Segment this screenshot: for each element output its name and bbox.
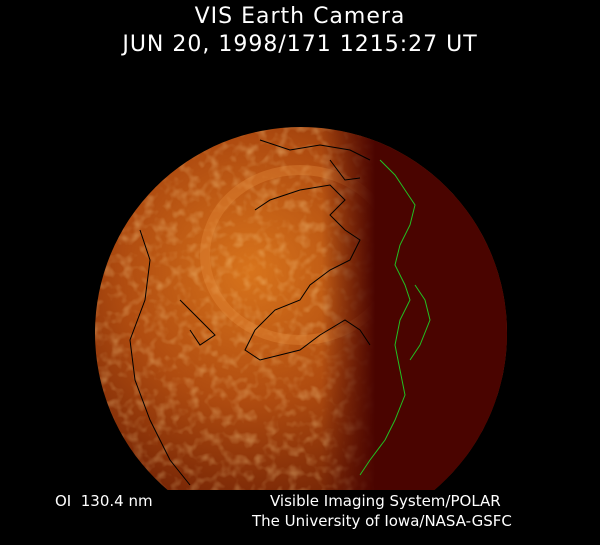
wavelength-label: OI 130.4 nm <box>55 492 153 510</box>
coastline-dayside <box>129 139 371 486</box>
earth-nightside <box>95 127 507 490</box>
instrument-credit: Visible Imaging System/POLAR <box>270 492 501 510</box>
image-timestamp: JUN 20, 1998/171 1215:27 UT <box>122 32 478 57</box>
image-title: VIS Earth Camera <box>194 4 406 29</box>
coastline-nightside <box>359 159 431 476</box>
institution-credit: The University of Iowa/NASA-GSFC <box>252 512 512 530</box>
